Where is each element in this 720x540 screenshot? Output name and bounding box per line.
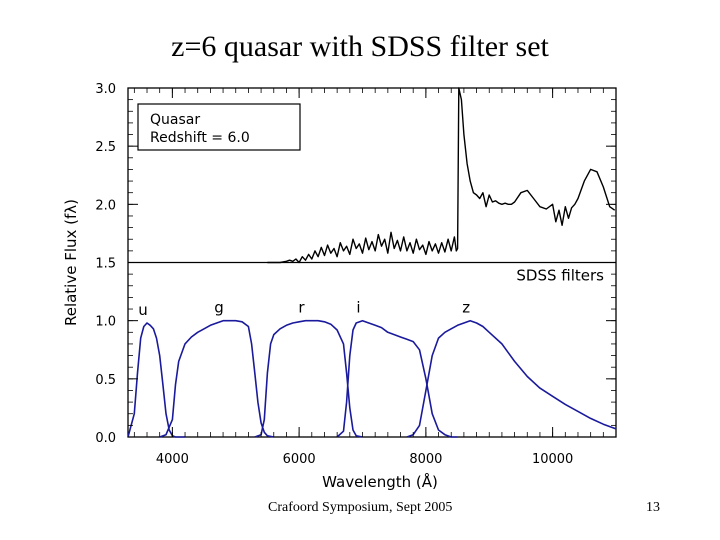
x-tick-label: 10000: [532, 452, 573, 467]
filter-curve-i: [336, 319, 458, 438]
annotation-line: Quasar: [150, 112, 200, 128]
x-tick-label: 4000: [156, 452, 189, 467]
filter-label-r: r: [298, 299, 305, 317]
filter-curve-g: [159, 319, 274, 438]
quasar-spectrum-line: [267, 87, 616, 264]
annotation-line: Redshift = 6.0: [150, 130, 250, 146]
filter-label-z: z: [462, 299, 470, 317]
filter-curve-u: [127, 322, 185, 438]
y-tick-label: 2.5: [95, 140, 116, 155]
y-axis-label: Relative Flux (fλ): [62, 199, 80, 326]
annotation-box: [137, 103, 301, 151]
y-tick-label: 3.0: [95, 82, 116, 97]
slide-title: z=6 quasar with SDSS filter set: [171, 30, 549, 63]
y-tick-label: 1.0: [95, 315, 116, 330]
footer-text: Crafoord Symposium, Sept 2005: [268, 500, 453, 515]
filter-label-g: g: [214, 299, 224, 317]
filter-curve-z: [406, 319, 617, 438]
x-tick-label: 6000: [283, 452, 316, 467]
page-number: 13: [646, 500, 660, 515]
x-axis-label: Wavelength (Å): [322, 472, 438, 491]
y-tick-label: 1.5: [95, 257, 116, 272]
filter-label-i: i: [356, 299, 360, 317]
x-tick-label: 8000: [409, 452, 442, 467]
filter-label-u: u: [138, 301, 148, 319]
y-tick-label: 0.5: [95, 373, 116, 388]
y-tick-label: 0.0: [95, 431, 116, 446]
sdss-filters-label: SDSS filters: [516, 267, 604, 285]
y-tick-label: 2.0: [95, 198, 116, 213]
filter-curve-r: [254, 319, 363, 438]
